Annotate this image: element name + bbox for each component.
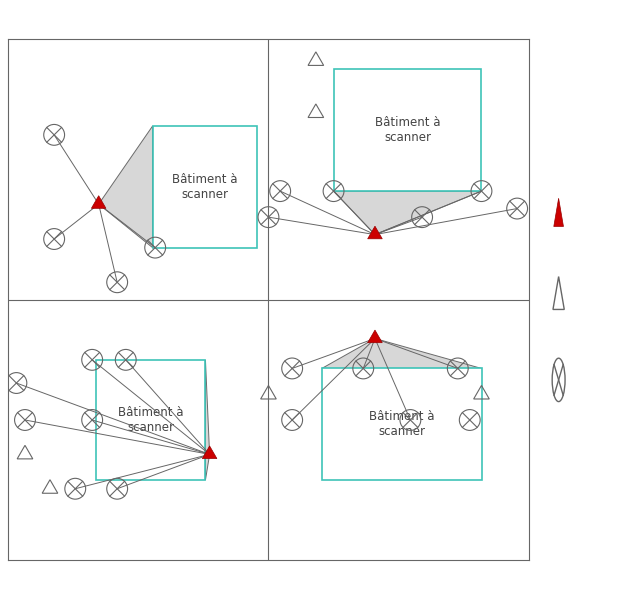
Bar [334, 69, 482, 191]
Polygon shape [368, 330, 383, 343]
Text: Bâtiment à
scanner: Bâtiment à scanner [374, 116, 440, 144]
Text: Bâtiment à
scanner: Bâtiment à scanner [172, 173, 237, 201]
Bar [322, 368, 482, 480]
Text: Bâtiment à
scanner: Bâtiment à scanner [118, 406, 184, 434]
Bar [153, 126, 257, 248]
Polygon shape [91, 196, 106, 208]
Polygon shape [202, 446, 217, 458]
Polygon shape [334, 191, 482, 235]
Polygon shape [554, 198, 564, 227]
Polygon shape [322, 338, 482, 368]
Polygon shape [99, 126, 153, 248]
Polygon shape [205, 360, 210, 480]
Bar [96, 360, 205, 480]
Polygon shape [368, 226, 383, 239]
Text: Bâtiment à
scanner: Bâtiment à scanner [369, 410, 435, 438]
